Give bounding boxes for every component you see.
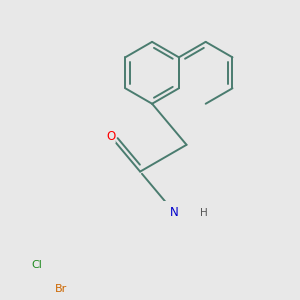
Text: H: H [200,208,208,218]
Text: N: N [170,206,179,219]
Text: Br: Br [55,284,67,294]
Text: Cl: Cl [32,260,43,270]
Text: O: O [106,130,116,143]
